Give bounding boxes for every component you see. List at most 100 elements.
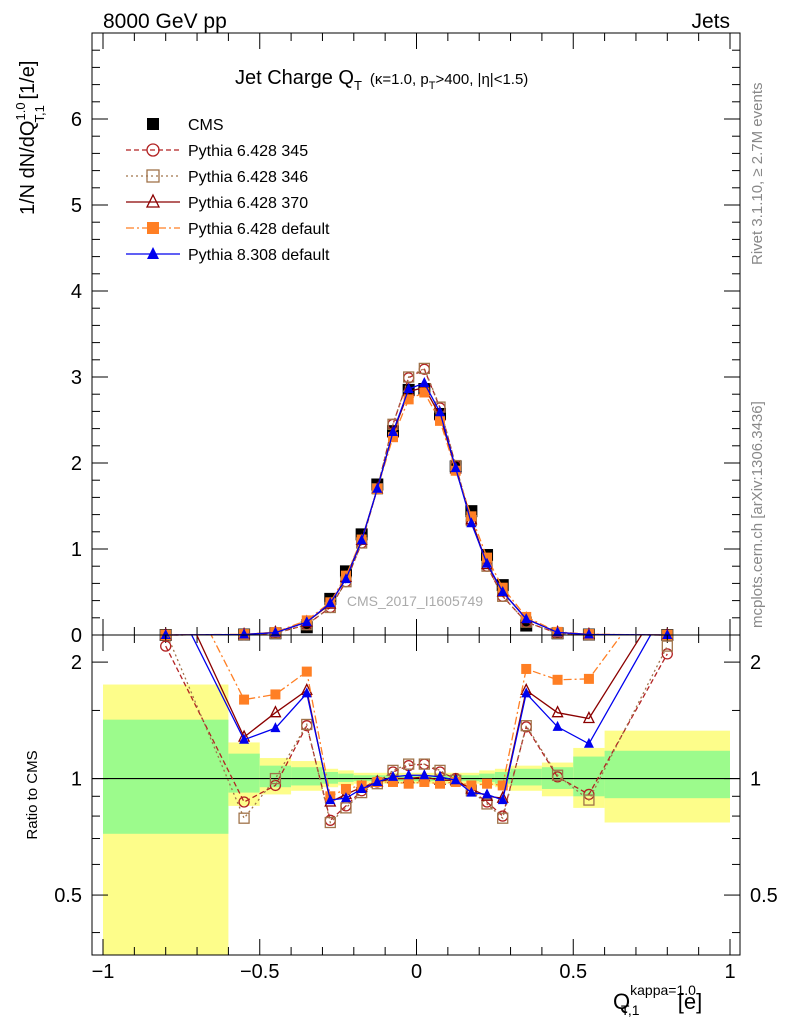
main-point-p6def <box>466 511 477 522</box>
ratio-point-p8def <box>387 770 398 781</box>
ratio-ylabel: Ratio to CMS <box>24 750 41 839</box>
main-series-p8def <box>160 377 673 639</box>
ratio-point-p8def <box>450 774 461 785</box>
ratio-point-p346 <box>340 802 352 814</box>
xlabel-main: Q <box>613 989 630 1014</box>
ratio-uncertainty-bands <box>103 684 730 955</box>
ratio-band-green <box>228 753 260 793</box>
xlabel-unit: [e] <box>672 989 703 1014</box>
xlabel-sup: kappa=1.0 <box>630 982 696 998</box>
main-point-p8def <box>301 616 312 627</box>
ratio-point-p6def <box>340 783 351 794</box>
legend-item-p346: Pythia 6.428 346 <box>126 169 308 186</box>
ratio-band-green <box>479 773 495 782</box>
ratio-point-p345 <box>238 796 250 808</box>
ratio-point-p6def <box>482 778 493 789</box>
ylabel-main: 1/N dN/dQ <box>17 121 39 215</box>
ratio-point-p346 <box>418 758 430 770</box>
ratio-point-p345 <box>160 640 172 652</box>
ratio-band-green <box>103 719 229 834</box>
ratio-point-p8def <box>372 775 383 786</box>
legend-label: Pythia 8.308 default <box>188 247 330 264</box>
main-point-p6def <box>435 415 446 426</box>
main-point-p346 <box>418 362 430 375</box>
legend-item-p8def: Pythia 8.308 default <box>126 247 330 264</box>
ratio-point-p6def <box>466 780 477 791</box>
ratio-panel: 0.5 0.5 1 1 2 2 −1 −0.5 0 0.5 1 <box>54 634 778 983</box>
ratio-point-p346 <box>520 720 532 732</box>
ratio-line-p8def <box>190 635 652 801</box>
ratio-band-green <box>573 756 605 797</box>
ratio-point-p6def <box>403 778 414 789</box>
main-point-p8def <box>482 557 493 568</box>
main-point-p8def <box>340 573 351 584</box>
main-panel: 0 1 2 3 4 5 6 CMS_2017_I1605749 <box>71 32 741 647</box>
main-point-p8def <box>419 377 430 388</box>
ratio-point-p346 <box>238 812 250 824</box>
main-ytick-label: 4 <box>71 281 82 303</box>
legend-item-p370: Pythia 6.428 370 <box>126 193 308 212</box>
main-ytick-label: 5 <box>71 195 82 217</box>
title-sub: T <box>354 78 362 93</box>
main-point-p346 <box>403 371 415 383</box>
ratio-point-p6def <box>435 778 446 789</box>
legend-label: CMS <box>188 117 224 134</box>
ratio-ytick-label-right: 1 <box>750 769 761 791</box>
ratio-point-p346 <box>551 769 564 781</box>
main-point-p8def <box>435 406 446 417</box>
main-ytick-label: 2 <box>71 453 82 475</box>
main-ylabel: 1/N dN/dQ1.0 T,1 [1/e] <box>13 61 47 215</box>
ratio-point-p370 <box>269 705 282 718</box>
ratio-point-p8def <box>583 737 594 748</box>
main-axes: 0 1 2 3 4 5 6 <box>71 33 740 647</box>
ratio-ytick-label: 1 <box>71 769 82 791</box>
ratio-point-p8def <box>521 687 532 698</box>
legend-item-p345: Pythia 6.428 345 <box>126 143 308 160</box>
svg-text:1/N dN/dQ1.0T,1 [1/e]: 1/N dN/dQ1.0 T,1 [1/e] <box>13 61 47 215</box>
ratio-point-p8def <box>482 788 493 799</box>
ratio-point-p8def <box>301 687 312 698</box>
ratio-point-p8def <box>435 770 446 781</box>
main-point-p8def <box>325 597 336 608</box>
ratio-ytick-label-right: 2 <box>750 652 761 674</box>
svg-text:Jet Charge QT(κ=1.0, pT>400, |: Jet Charge QT (κ=1.0, pT>400, |η|<1.5) <box>235 67 528 93</box>
title-cond-sub: T <box>429 80 436 92</box>
ratio-point-p346 <box>403 758 415 770</box>
ratio-axes: 0.5 0.5 1 1 2 2 −1 −0.5 0 0.5 1 <box>54 635 778 983</box>
ratio-ytick-label: 2 <box>71 652 82 674</box>
ratio-point-p6def <box>270 689 281 700</box>
main-point-p8def <box>552 626 563 637</box>
ratio-xtick-label: 0 <box>411 961 422 983</box>
ratio-point-p8def <box>552 720 563 731</box>
ratio-point-p6def <box>497 780 508 791</box>
main-point-p8def <box>372 482 383 493</box>
title-cond: (κ=1.0, p <box>370 71 429 88</box>
ratio-point-p346 <box>583 794 595 806</box>
main-ytick-label: 3 <box>71 367 82 389</box>
legend-label: Pythia 6.428 370 <box>188 195 308 212</box>
ratio-line-p346 <box>166 635 668 824</box>
ratio-point-p370 <box>582 711 595 724</box>
ratio-ytick-label-right: 0.5 <box>750 885 778 907</box>
main-point-p6def <box>403 394 414 405</box>
ratio-point-p6def <box>387 776 398 787</box>
ratio-band-green <box>322 771 339 784</box>
ratio-xtick-label: 0.5 <box>559 961 587 983</box>
main-line-p8def <box>165 382 668 636</box>
mcplots-label: mcplots.cern.ch [arXiv:1306.3436] <box>749 401 766 628</box>
ratio-point-p6def <box>583 673 594 684</box>
ylabel-sub: T,1 <box>32 105 47 122</box>
main-point-p8def <box>450 462 461 473</box>
ratio-point-p345 <box>324 814 336 826</box>
ratio-point-p6def <box>521 663 532 674</box>
ratio-point-p8def <box>340 792 351 803</box>
ratio-point-p370 <box>551 705 564 718</box>
ratio-ytick-label: 0.5 <box>54 885 82 907</box>
legend-label: Pythia 6.428 default <box>188 221 330 238</box>
main-ytick-label: 0 <box>71 625 82 647</box>
ratio-xtick-label: −0.5 <box>240 961 279 983</box>
main-point-p8def <box>356 534 367 545</box>
ylabel-unit: [1/e] <box>17 61 39 105</box>
header-right: Jets <box>691 10 730 33</box>
